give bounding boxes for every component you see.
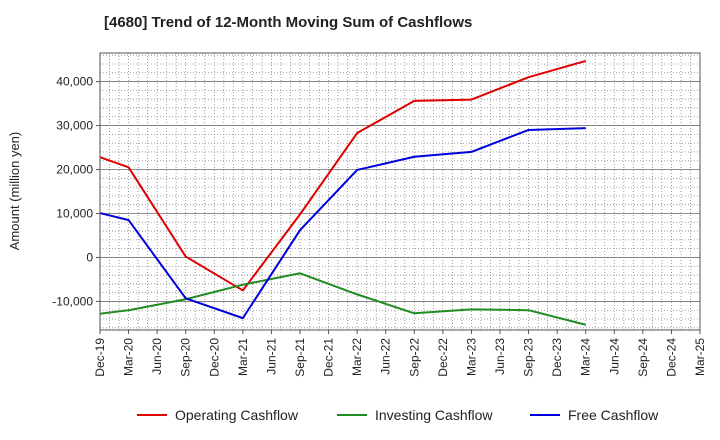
x-tick-label: Jun-22 — [379, 338, 393, 375]
plot-frame — [99, 52, 701, 331]
x-tick-label: Sep-21 — [293, 338, 307, 377]
axis-layer: -10,000 0 10,000 20,000 30,000 40,000 Dec-19 Ma… — [52, 52, 707, 377]
chart-title: [4680] Trend of 12-Month Moving Sum of C… — [104, 14, 473, 31]
x-tick-label: Mar-24 — [579, 338, 593, 376]
x-tick-label: Sep-24 — [636, 338, 650, 377]
x-tick-label: Sep-23 — [522, 338, 536, 377]
x-tick-label: Dec-24 — [664, 338, 678, 377]
series-layer — [99, 59, 586, 326]
x-tick-label: Dec-19 — [93, 338, 107, 377]
series-line-2 — [99, 127, 586, 320]
legend-item-investing: Investing Cashflow — [337, 404, 493, 426]
grid-layer — [100, 53, 700, 330]
x-tick-label: Jun-23 — [493, 338, 507, 375]
legend-item-operating: Operating Cashflow — [137, 404, 298, 426]
legend-label-investing: Investing Cashflow — [375, 407, 493, 423]
x-tick-label: Jun-21 — [264, 338, 278, 375]
legend-swatch-operating — [137, 414, 167, 416]
x-tick-label: Mar-22 — [350, 338, 364, 376]
x-tick-label: Jun-24 — [607, 338, 621, 375]
x-tick-label: Dec-20 — [207, 338, 221, 377]
legend-item-free: Free Cashflow — [530, 404, 658, 426]
y-tick-label: 0 — [86, 250, 93, 264]
y-tick-label: 10,000 — [56, 206, 93, 220]
plot-area — [100, 53, 700, 330]
x-tick-label: Sep-22 — [407, 338, 421, 377]
legend: Operating Cashflow Investing Cashflow Fr… — [0, 404, 720, 426]
x-tick-label: Dec-21 — [322, 338, 336, 377]
x-tick-label: Dec-23 — [550, 338, 564, 377]
x-tick-label: Sep-20 — [179, 338, 193, 377]
y-axis-title: Amount (million yen) — [7, 132, 22, 251]
y-tick-label: -10,000 — [52, 294, 93, 308]
series-line-1 — [99, 272, 586, 326]
legend-swatch-free — [530, 414, 560, 416]
legend-label-operating: Operating Cashflow — [175, 407, 298, 423]
x-tick-label: Dec-22 — [436, 338, 450, 377]
legend-swatch-investing — [337, 414, 367, 416]
x-tick-label: Mar-23 — [464, 338, 478, 376]
x-tick-label: Jun-20 — [150, 338, 164, 375]
legend-label-free: Free Cashflow — [568, 407, 659, 423]
x-tick-label: Mar-25 — [693, 338, 707, 376]
series-line-0 — [99, 59, 586, 292]
y-tick-label: 30,000 — [56, 119, 93, 133]
x-tick-label: Mar-20 — [122, 338, 136, 376]
y-tick-label: 40,000 — [56, 75, 93, 89]
y-tick-label: 20,000 — [56, 163, 93, 177]
x-tick-label: Mar-21 — [236, 338, 250, 376]
